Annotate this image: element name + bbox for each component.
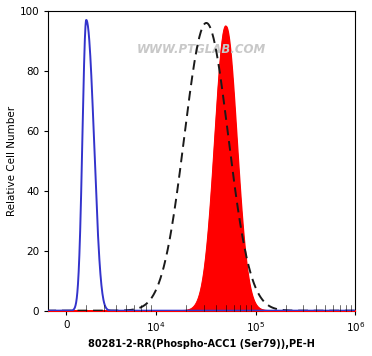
Y-axis label: Relative Cell Number: Relative Cell Number (7, 106, 17, 216)
Text: WWW.PTGLAB.COM: WWW.PTGLAB.COM (137, 43, 266, 56)
X-axis label: 80281-2-RR(Phospho-ACC1 (Ser79)),PE-H: 80281-2-RR(Phospho-ACC1 (Ser79)),PE-H (89, 339, 315, 349)
